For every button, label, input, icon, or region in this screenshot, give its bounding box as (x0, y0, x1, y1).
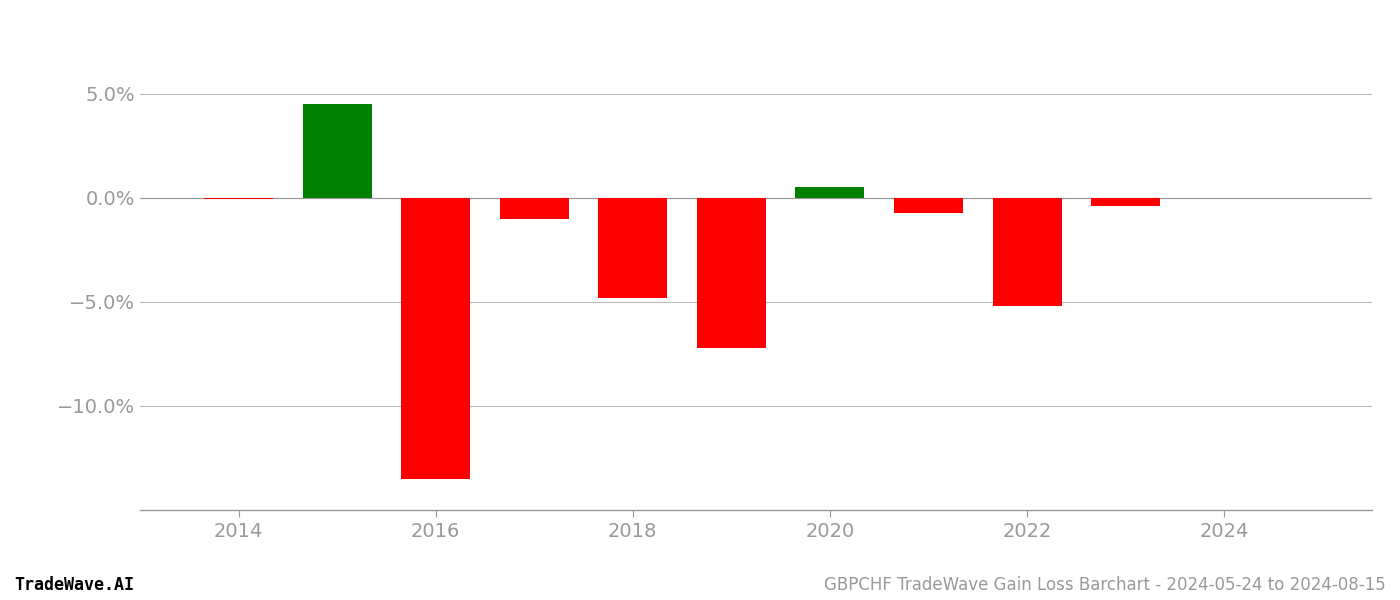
Bar (1091, 198, 1161, 206)
Bar (500, 198, 568, 219)
Bar (895, 198, 963, 212)
Bar (795, 187, 864, 198)
Bar (204, 198, 273, 199)
Bar (302, 104, 371, 198)
Bar (598, 198, 668, 298)
Bar (402, 198, 470, 479)
Bar (697, 198, 766, 348)
Text: TradeWave.AI: TradeWave.AI (14, 576, 134, 594)
Text: GBPCHF TradeWave Gain Loss Barchart - 2024-05-24 to 2024-08-15: GBPCHF TradeWave Gain Loss Barchart - 20… (825, 576, 1386, 594)
Bar (993, 198, 1061, 306)
